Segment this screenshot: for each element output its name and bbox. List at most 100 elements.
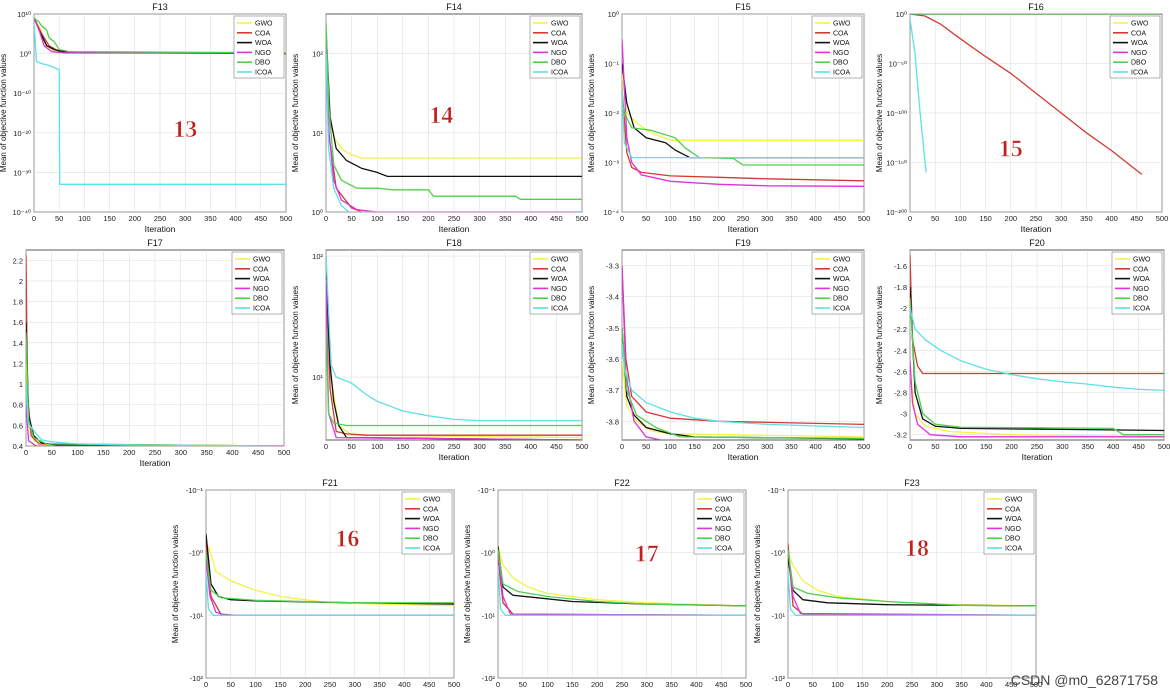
x-tick-label: 350	[373, 680, 386, 689]
x-tick-label: 50	[642, 214, 650, 223]
x-tick-label: 100	[71, 448, 84, 457]
x-tick-label: 150	[274, 680, 287, 689]
legend-label-dbo: DBO	[1131, 60, 1147, 67]
y-tick-label: -1.6	[894, 262, 907, 271]
chart-title: F13	[152, 2, 168, 12]
x-tick-label: 500	[1158, 442, 1170, 451]
y-tick-label: 10⁰	[608, 10, 619, 19]
legend-label-ngo: NGO	[253, 286, 270, 293]
x-tick-label: 150	[856, 680, 869, 689]
legend-label-ngo: NGO	[423, 526, 440, 533]
y-tick-label: 10⁻⁵⁰	[889, 60, 907, 69]
series-line-woa	[326, 29, 582, 178]
x-tick-label: 400	[226, 448, 239, 457]
y-tick-label: -3.5	[606, 324, 619, 333]
legend-label-gwo: GWO	[833, 21, 851, 28]
x-tick-label: 250	[1030, 214, 1043, 223]
x-tick-label: 400	[398, 680, 411, 689]
x-tick-label: 150	[103, 214, 116, 223]
legend-label-ngo: NGO	[1005, 526, 1022, 533]
y-tick-label: 10⁻¹⁵⁰	[886, 159, 907, 168]
x-tick-label: 200	[299, 680, 312, 689]
legend-label-woa: WOA	[715, 516, 732, 523]
y-axis-label: Mean of objective function values	[875, 286, 884, 404]
badge-number: 16	[335, 526, 359, 552]
x-tick-label: 50	[227, 680, 235, 689]
x-tick-label: 350	[499, 214, 512, 223]
series-line-icoa	[910, 18, 927, 173]
x-tick-label: 300	[931, 680, 944, 689]
legend-label-dbo: DBO	[253, 296, 269, 303]
x-tick-label: 400	[229, 214, 242, 223]
legend-label-woa: WOA	[833, 40, 850, 47]
x-tick-label: 300	[761, 214, 774, 223]
x-tick-label: 500	[1030, 680, 1043, 689]
legend-box	[401, 491, 453, 555]
y-tick-label: 10⁻²	[604, 109, 619, 118]
series-line-coa	[326, 256, 582, 436]
chart-title: F22	[614, 478, 630, 488]
x-tick-label: 350	[499, 442, 512, 451]
x-tick-label: 0	[786, 680, 790, 689]
x-tick-label: 250	[448, 214, 461, 223]
y-tick-label: 10⁻¹⁰	[13, 89, 31, 98]
x-tick-label: 450	[1005, 680, 1018, 689]
chart-title: F17	[147, 238, 163, 248]
x-tick-label: 350	[200, 448, 213, 457]
series-line-icoa	[622, 343, 864, 429]
y-tick-label: 1.6	[13, 318, 23, 327]
legend-label-icoa: ICOA	[253, 306, 270, 313]
x-tick-label: 200	[1005, 214, 1018, 223]
legend-label-ngo: NGO	[1133, 286, 1150, 293]
x-tick-label: 500	[576, 442, 589, 451]
chart-title: F21	[322, 478, 338, 488]
x-axis-label: Iteration	[439, 452, 470, 462]
legend-label-dbo: DBO	[1005, 536, 1021, 543]
x-axis-label: Iteration	[728, 224, 759, 234]
y-tick-label: 10¹	[312, 129, 323, 138]
x-tick-label: 450	[423, 680, 436, 689]
x-tick-label: 50	[519, 680, 527, 689]
x-tick-label: 400	[1105, 214, 1118, 223]
y-tick-label: 10⁻¹	[604, 60, 619, 69]
x-tick-label: 100	[371, 442, 384, 451]
y-tick-label: -10²	[190, 674, 204, 683]
x-tick-label: 150	[688, 214, 701, 223]
x-tick-label: 150	[97, 448, 110, 457]
x-tick-label: 150	[688, 442, 701, 451]
chart-f13: 0 50 100 150 200 250 300 350 400 450 500 10¹⁰ 10⁰ 10⁻…	[0, 2, 292, 234]
y-tick-label: -10⁻¹	[478, 486, 496, 495]
y-tick-label: -3.7	[606, 386, 619, 395]
x-tick-label: 400	[980, 680, 993, 689]
chart-title: F19	[735, 238, 751, 248]
x-tick-label: 350	[785, 442, 798, 451]
x-axis-label: Iteration	[140, 458, 171, 468]
legend-label-icoa: ICOA	[1005, 546, 1022, 553]
x-tick-label: 500	[858, 214, 871, 223]
chart-f17: 0 50 100 150 200 250 300 350 400 450 500 2.2 2 1.8 1.6…	[13, 238, 291, 468]
series-line-coa	[910, 14, 1143, 175]
legend-label-icoa: ICOA	[833, 70, 850, 77]
legend-label-gwo: GWO	[551, 257, 569, 264]
legend-label-gwo: GWO	[423, 497, 441, 504]
x-tick-label: 500	[1156, 214, 1169, 223]
legend-label-ngo: NGO	[715, 526, 732, 533]
y-tick-label: -10¹	[772, 611, 786, 620]
x-tick-label: 200	[129, 214, 142, 223]
x-tick-label: 500	[858, 442, 871, 451]
legend-label-icoa: ICOA	[255, 70, 272, 77]
series-line-ngo	[326, 37, 582, 212]
legend-box	[1109, 15, 1161, 79]
x-tick-label: 0	[620, 442, 624, 451]
x-tick-label: 300	[1055, 214, 1068, 223]
legend-label-coa: COA	[1131, 30, 1147, 37]
x-tick-label: 200	[591, 680, 604, 689]
x-tick-label: 100	[371, 214, 384, 223]
legend-label-dbo: DBO	[833, 60, 849, 67]
x-tick-label: 250	[737, 214, 750, 223]
y-tick-label: 10⁻²⁰	[13, 129, 31, 138]
series-line-dbo	[498, 549, 746, 607]
series-line-ngo	[34, 17, 286, 54]
x-tick-label: 400	[809, 214, 822, 223]
chart-title: F16	[1028, 2, 1044, 12]
